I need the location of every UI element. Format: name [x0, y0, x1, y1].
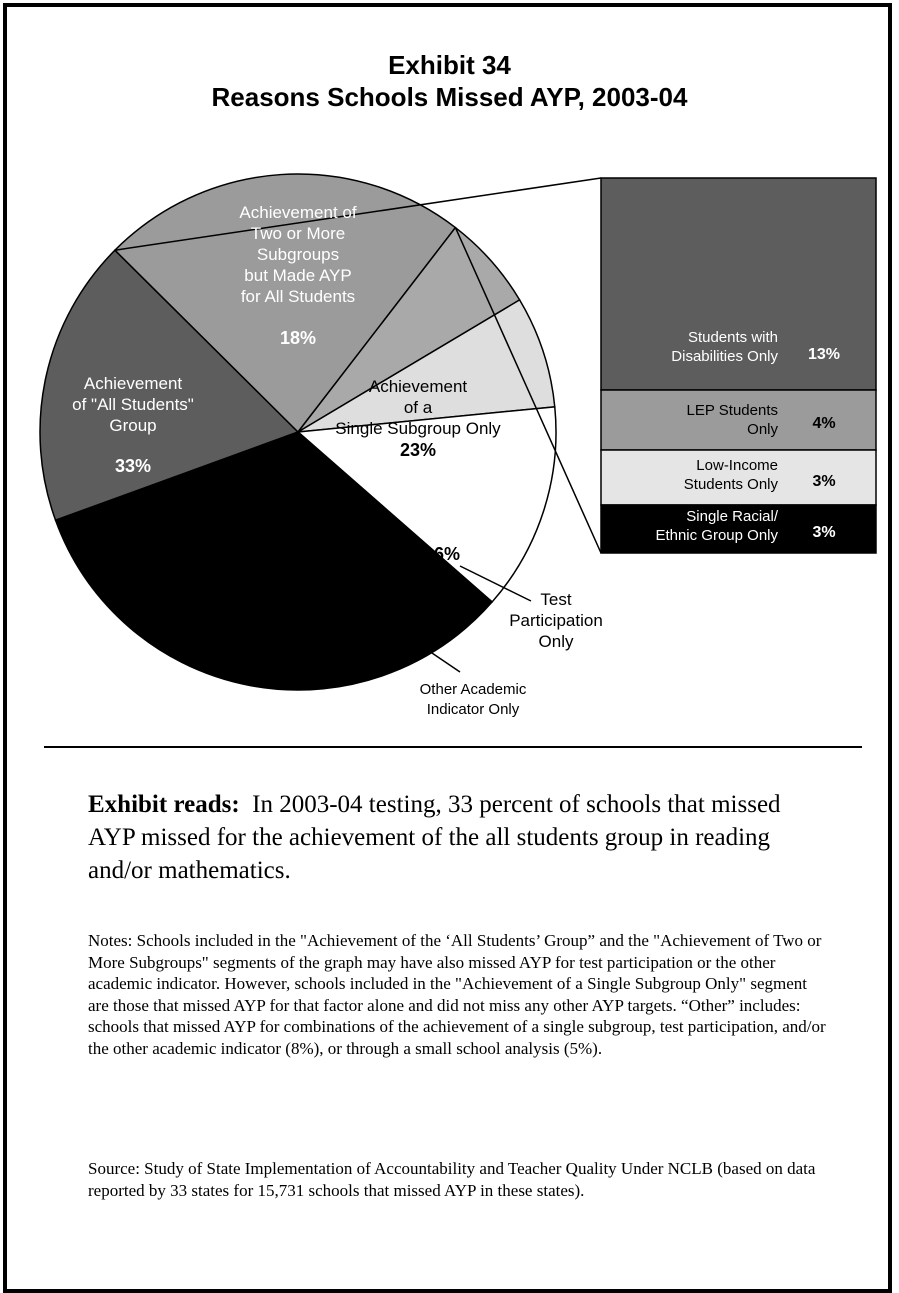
- exhibit-reads-label: Exhibit reads:: [88, 791, 240, 818]
- source-note: Source: Study of State Implementation of…: [88, 1159, 816, 1200]
- exhibit-number: Exhibit 34: [388, 50, 511, 80]
- exhibit-reads-text: In 2003-04 testing, 33 percent of school…: [88, 791, 781, 884]
- bar-label-3: Single Racial/Ethnic Group Only: [655, 508, 778, 544]
- bar-segment-1: [600, 389, 877, 451]
- bar-value-0: 13%: [808, 346, 840, 363]
- label-two-or-more: Achievement of Two or More Subgroups but Ma…: [239, 203, 356, 306]
- bar-label-1: LEP Students Only: [687, 402, 779, 438]
- value-test-participation: 6%: [434, 544, 460, 564]
- pie-slice-all-students: [54, 431, 494, 691]
- value-all-students: 33%: [115, 456, 151, 476]
- bar-label-0: Students with Disabilities Only: [671, 329, 778, 365]
- pie-slice-single-subgroup: [113, 173, 457, 434]
- leader-test-participation: [459, 565, 532, 602]
- pie-slice-other: [296, 406, 557, 603]
- label-all-students: Achievement of "All Students" Group: [72, 374, 194, 435]
- value-other-academic: 7%: [374, 606, 400, 626]
- divider-line: [44, 746, 862, 748]
- label-test-participation: Test Participation Only: [509, 590, 603, 651]
- bar-value-1: 4%: [812, 415, 835, 432]
- pie-slice-two-or-more-subgroups: [39, 249, 300, 522]
- label-single-subgroup: Achievement of a Single Subgroup Only: [335, 377, 501, 438]
- notes: Notes: Schools included in the "Achievem…: [88, 931, 826, 1058]
- leader-other-academic: [397, 629, 461, 673]
- value-two-or-more: 18%: [280, 328, 316, 348]
- pie-slice-other-academic: [297, 298, 556, 433]
- label-other-academic: Other Academic Indicator Only: [420, 681, 527, 718]
- bar-segment-3: [600, 504, 877, 554]
- bar-label-2: Low-Income Students Only: [684, 457, 779, 493]
- label-other: Other: [249, 598, 292, 617]
- connector-bottom: [454, 227, 602, 554]
- bar-value-2: 3%: [812, 473, 835, 490]
- exhibit-title: Reasons Schools Missed AYP, 2003-04: [211, 82, 688, 112]
- bar-value-3: 3%: [812, 524, 835, 541]
- exhibit-reads: Exhibit reads: In 2003-04 testing, 33 pe…: [88, 788, 828, 887]
- connector-top: [114, 177, 602, 251]
- pie-chart: Achievement of Two or More Subgroups but Ma…: [39, 173, 877, 718]
- value-single-subgroup: 23%: [400, 440, 436, 460]
- value-other: 13%: [252, 631, 288, 651]
- bar-segment-0: [600, 177, 877, 391]
